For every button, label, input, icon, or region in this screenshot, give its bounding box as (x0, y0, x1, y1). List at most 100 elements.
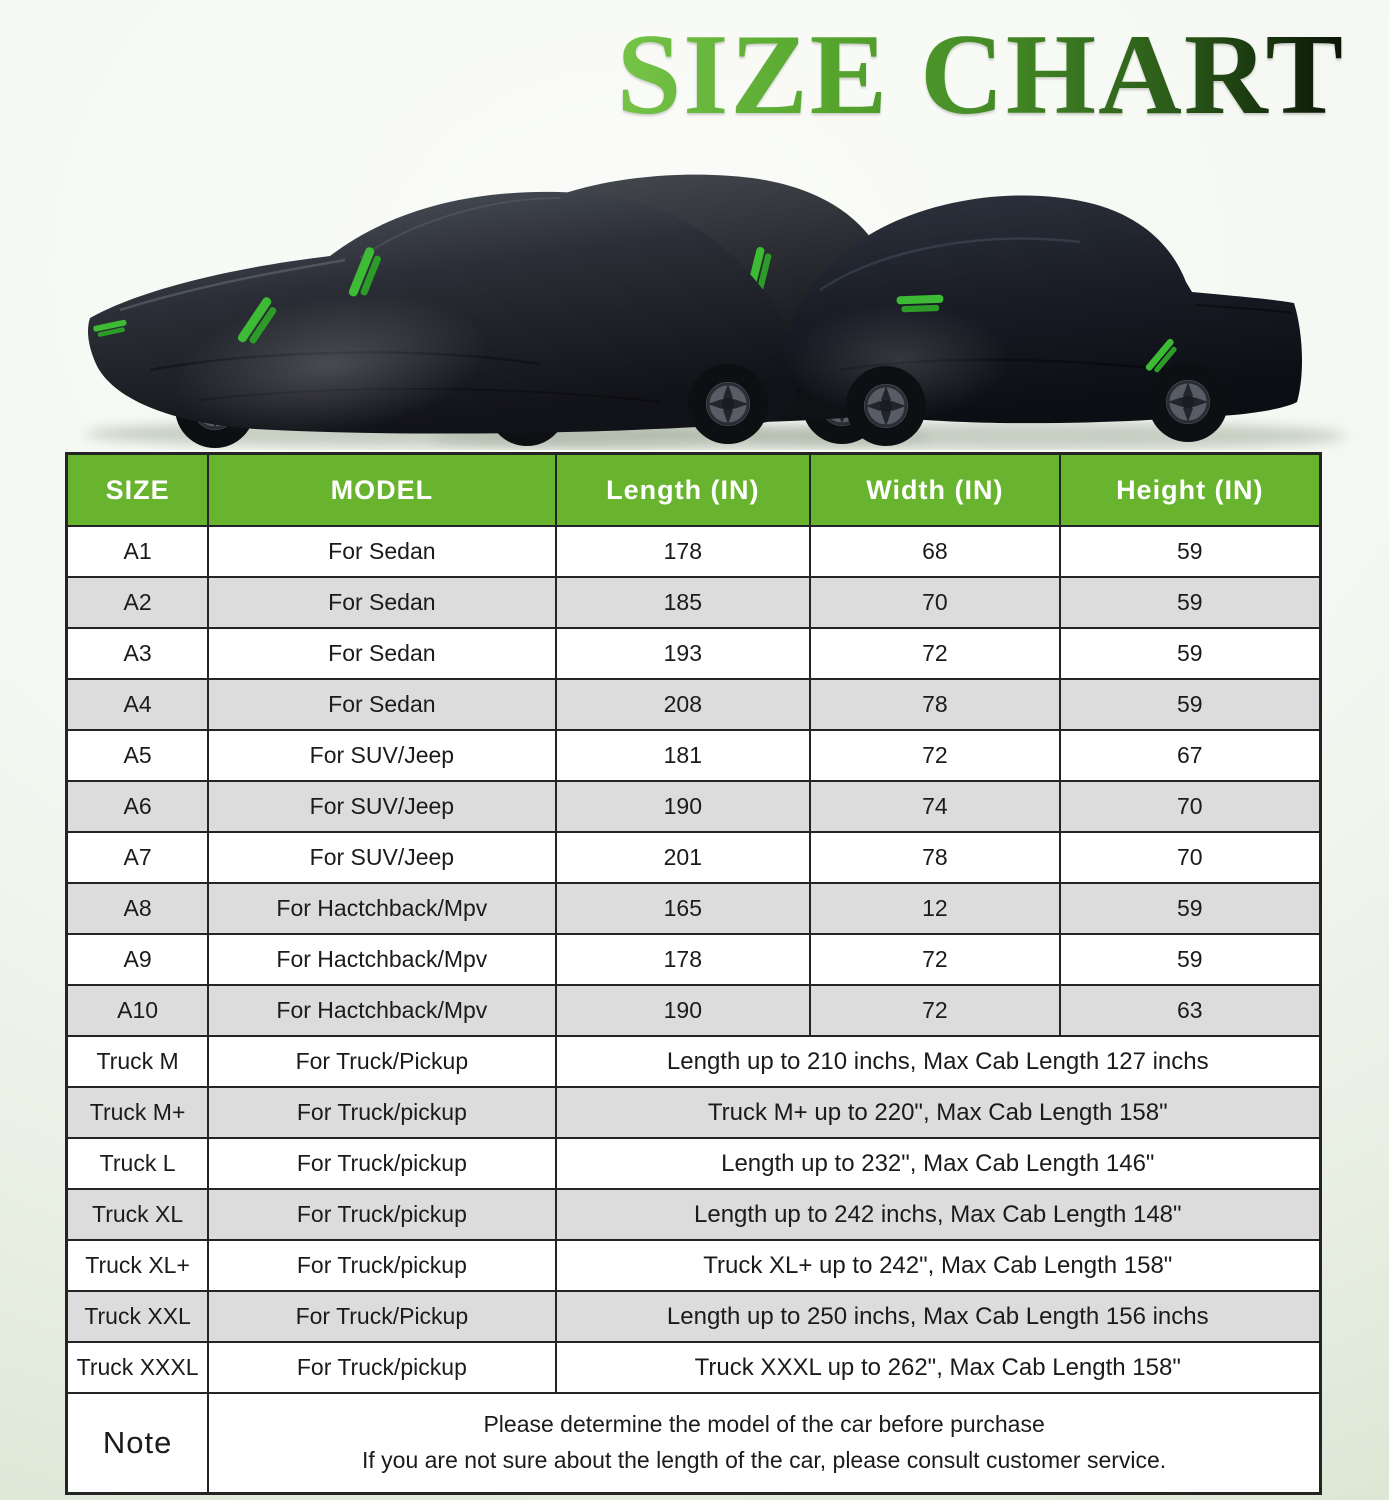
model-cell: For Sedan (207, 576, 557, 629)
height-cell: 70 (1058, 831, 1322, 884)
model-cell: For Sedan (207, 678, 557, 731)
span-cell: Length up to 232", Max Cab Length 146" (554, 1137, 1322, 1190)
table-row: A6 For SUV/Jeep 190 74 70 (65, 780, 1322, 833)
table-row: Truck M+ For Truck/pickup Truck M+ up to 2… (65, 1086, 1322, 1139)
note-row: Note Please determine the model of the c… (65, 1392, 1322, 1494)
height-cell: 59 (1058, 882, 1322, 935)
table-row: A4 For Sedan 208 78 59 (65, 678, 1322, 731)
span-cell: Truck XL+ up to 242", Max Cab Length 158… (554, 1239, 1322, 1292)
size-chart-table: SIZE MODEL Length (IN) Width (IN) Height… (65, 452, 1322, 1495)
height-cell: 70 (1058, 780, 1322, 833)
width-cell: 68 (809, 525, 1061, 578)
table-row: A8 For Hactchback/Mpv 165 12 59 (65, 882, 1322, 935)
header-width: Width (IN) (809, 452, 1061, 527)
height-cell: 63 (1058, 984, 1322, 1037)
size-cell: A2 (65, 576, 210, 629)
model-cell: For Truck/pickup (207, 1086, 557, 1139)
size-cell: A3 (65, 627, 210, 680)
span-cell: Length up to 210 inchs, Max Cab Length 1… (554, 1035, 1322, 1088)
model-cell: For Hactchback/Mpv (207, 933, 557, 986)
size-cell: A1 (65, 525, 210, 578)
height-cell: 59 (1058, 576, 1322, 629)
table-row: Truck XL+ For Truck/pickup Truck XL+ up to… (65, 1239, 1322, 1292)
table-row: A7 For SUV/Jeep 201 78 70 (65, 831, 1322, 884)
width-cell: 78 (809, 678, 1061, 731)
model-cell: For Truck/pickup (207, 1341, 557, 1394)
length-cell: 208 (554, 678, 812, 731)
size-cell: Truck L (65, 1137, 210, 1190)
size-chart-table-container: SIZE MODEL Length (IN) Width (IN) Height… (65, 452, 1322, 1495)
model-cell: For Sedan (207, 627, 557, 680)
pickup-truck-cover (784, 195, 1303, 448)
size-cell: A10 (65, 984, 210, 1037)
table-row: Truck L For Truck/pickup Length up to 232"… (65, 1137, 1322, 1190)
table-row: A10 For Hactchback/Mpv 190 72 63 (65, 984, 1322, 1037)
height-cell: 67 (1058, 729, 1322, 782)
length-cell: 190 (554, 984, 812, 1037)
length-cell: 185 (554, 576, 812, 629)
size-cell: A4 (65, 678, 210, 731)
width-cell: 12 (809, 882, 1061, 935)
model-cell: For Truck/Pickup (207, 1035, 557, 1088)
size-cell: A6 (65, 780, 210, 833)
table-row: Truck M For Truck/Pickup Length up to 210 … (65, 1035, 1322, 1088)
span-cell: Length up to 250 inchs, Max Cab Length 1… (554, 1290, 1322, 1343)
header-length: Length (IN) (554, 452, 812, 527)
width-cell: 72 (809, 729, 1061, 782)
table-row: Truck XL For Truck/pickup Length up to 242… (65, 1188, 1322, 1241)
size-cell: Truck XXXL (65, 1341, 210, 1394)
sedan-cover (88, 191, 797, 450)
table-header-row: SIZE MODEL Length (IN) Width (IN) Height… (65, 452, 1322, 527)
length-cell: 178 (554, 525, 812, 578)
length-cell: 178 (554, 933, 812, 986)
model-cell: For Truck/Pickup (207, 1290, 557, 1343)
model-cell: For Truck/pickup (207, 1188, 557, 1241)
size-cell: Truck XL (65, 1188, 210, 1241)
table-row: A3 For Sedan 193 72 59 (65, 627, 1322, 680)
note-line-1: Please determine the model of the car be… (483, 1411, 1045, 1438)
size-cell: Truck M+ (65, 1086, 210, 1139)
width-cell: 72 (809, 984, 1061, 1037)
span-cell: Truck M+ up to 220", Max Cab Length 158" (554, 1086, 1322, 1139)
table-row: A9 For Hactchback/Mpv 178 72 59 (65, 933, 1322, 986)
model-cell: For SUV/Jeep (207, 780, 557, 833)
size-cell: Truck M (65, 1035, 210, 1088)
page-title: SIZE CHART (616, 11, 1345, 139)
width-cell: 74 (809, 780, 1061, 833)
length-cell: 190 (554, 780, 812, 833)
model-cell: For Truck/pickup (207, 1239, 557, 1292)
height-cell: 59 (1058, 678, 1322, 731)
model-cell: For Truck/pickup (207, 1137, 557, 1190)
header-height: Height (IN) (1058, 452, 1322, 527)
height-cell: 59 (1058, 525, 1322, 578)
table-row: A2 For Sedan 185 70 59 (65, 576, 1322, 629)
span-cell: Length up to 242 inchs, Max Cab Length 1… (554, 1188, 1322, 1241)
length-cell: 193 (554, 627, 812, 680)
model-cell: For SUV/Jeep (207, 831, 557, 884)
length-cell: 181 (554, 729, 812, 782)
table-row: A1 For Sedan 178 68 59 (65, 525, 1322, 578)
model-cell: For Hactchback/Mpv (207, 882, 557, 935)
model-cell: For SUV/Jeep (207, 729, 557, 782)
width-cell: 72 (809, 627, 1061, 680)
length-cell: 201 (554, 831, 812, 884)
width-cell: 78 (809, 831, 1061, 884)
width-cell: 72 (809, 933, 1061, 986)
size-cell: Truck XL+ (65, 1239, 210, 1292)
title-bar: SIZE CHART (0, 0, 1389, 150)
height-cell: 59 (1058, 933, 1322, 986)
note-label: Note (65, 1392, 210, 1494)
table-row: A5 For SUV/Jeep 181 72 67 (65, 729, 1322, 782)
span-cell: Truck XXXL up to 262", Max Cab Length 15… (554, 1341, 1322, 1394)
model-cell: For Hactchback/Mpv (207, 984, 557, 1037)
size-cell: A7 (65, 831, 210, 884)
model-cell: For Sedan (207, 525, 557, 578)
table-row: Truck XXL For Truck/Pickup Length up to 25… (65, 1290, 1322, 1343)
header-model: MODEL (207, 452, 557, 527)
note-cell: Please determine the model of the car be… (207, 1392, 1322, 1494)
hero-product-image (85, 174, 1345, 450)
width-cell: 70 (809, 576, 1061, 629)
note-line-2: If you are not sure about the length of … (362, 1446, 1167, 1473)
size-cell: A5 (65, 729, 210, 782)
size-cell: A9 (65, 933, 210, 986)
